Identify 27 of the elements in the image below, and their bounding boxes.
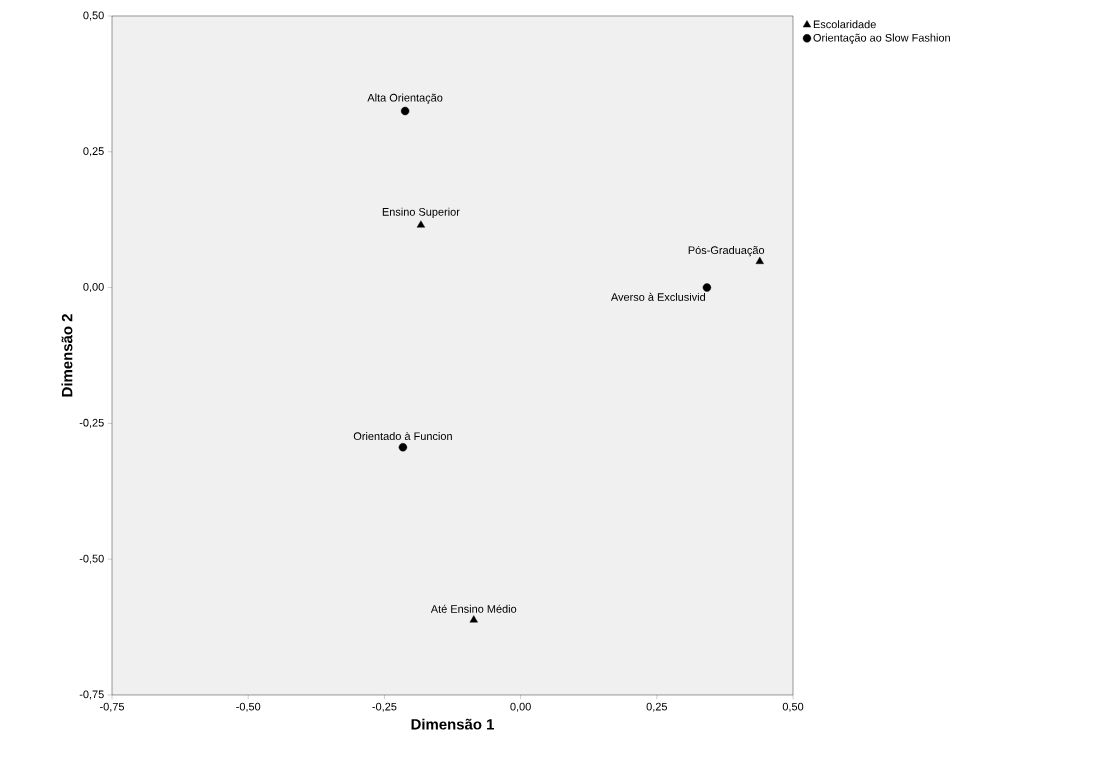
point <box>400 106 410 116</box>
x-axis-title: Dimensão 1 <box>411 718 495 730</box>
annotation: Até Ensino Médio <box>430 604 517 613</box>
point <box>702 283 712 292</box>
annotation: Alta Orientação <box>367 93 443 104</box>
y-tick-label: -0,50 <box>79 554 104 564</box>
point <box>469 615 478 623</box>
x-tick-label: -0,75 <box>100 702 125 712</box>
legend-label: Orientação ao Slow Fashion <box>813 33 950 44</box>
y-tick-label: 0,50 <box>83 11 104 21</box>
annotation: Ensino Superior <box>382 207 460 218</box>
y-tick-label: -0,25 <box>79 418 104 428</box>
point <box>416 220 425 228</box>
annotation: Orientado à Funcion <box>353 431 452 441</box>
x-tick-label: -0,25 <box>372 702 397 712</box>
x-tick-label: 0,00 <box>510 702 531 712</box>
point <box>398 443 408 452</box>
annotation: Pós-Graduação <box>688 245 765 257</box>
x-tick-label: 0,25 <box>646 702 668 712</box>
y-tick-label: 0,25 <box>83 147 104 157</box>
annotation: Averso à Exclusivid <box>610 292 706 301</box>
x-tick-label: 0,50 <box>782 702 804 712</box>
x-tick-label: -0,50 <box>236 702 261 712</box>
y-tick-label: -0,75 <box>79 690 104 700</box>
legend-label: Escolaridade <box>813 20 876 29</box>
y-axis-title: Dimensão 2 <box>61 314 73 397</box>
y-tick-label: 0,00 <box>83 283 104 293</box>
